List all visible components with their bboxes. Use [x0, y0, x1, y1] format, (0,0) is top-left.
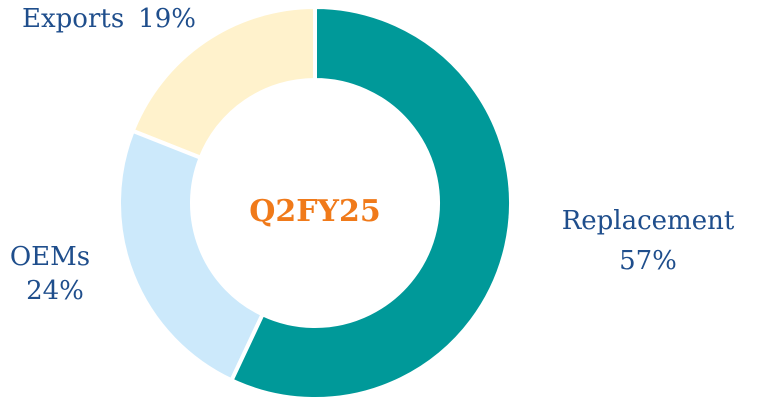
slice-value: 19%: [138, 4, 196, 34]
slice-name: Exports: [22, 4, 124, 34]
slice-name: Replacement: [562, 206, 735, 236]
slice-value: 24%: [26, 276, 84, 306]
slice-label: Exports 19%: [22, 4, 196, 34]
slice-name: OEMs: [10, 242, 90, 272]
donut-slice: [130, 4, 317, 161]
donut-slice: [228, 4, 513, 400]
slice-value: 57%: [619, 246, 677, 276]
donut-slice: [117, 128, 266, 384]
center-label: Q2FY25: [249, 194, 380, 229]
